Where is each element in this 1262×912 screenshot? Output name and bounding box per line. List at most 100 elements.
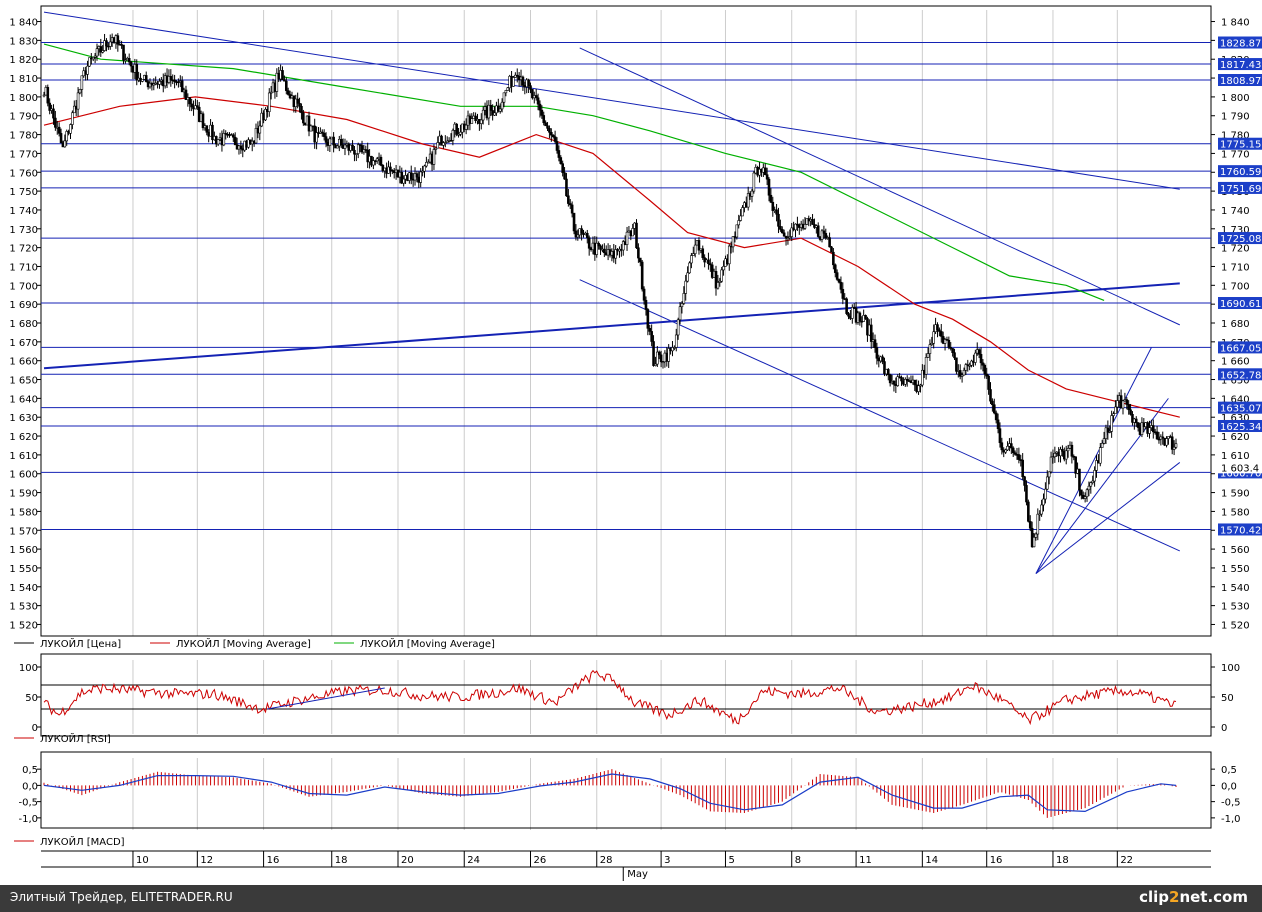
y-tick-label-right: 1 530 (1221, 602, 1250, 613)
y-tick-label-right: 1 560 (1221, 545, 1250, 556)
candle-body (621, 241, 625, 251)
candle-body (1027, 501, 1030, 522)
candle-body (1011, 447, 1015, 454)
y-tick-label-left: 1 770 (9, 149, 38, 160)
candle-body (99, 46, 103, 53)
candle-body (985, 373, 989, 377)
candle-body (896, 376, 900, 386)
candle-body (531, 89, 534, 99)
candle-body (1021, 459, 1024, 477)
candle-body (158, 81, 161, 85)
candle-body (671, 347, 674, 352)
candle-body (928, 344, 932, 354)
level-label: 1828.87 (1220, 39, 1261, 50)
candle-body (682, 293, 686, 304)
candle-body (635, 222, 638, 249)
candle-body (741, 207, 744, 217)
candle-body (1053, 453, 1057, 458)
candle-body (1104, 427, 1108, 439)
x-tick-label: 16 (990, 855, 1003, 866)
candle-body (296, 98, 299, 104)
level-label: 1817.43 (1220, 60, 1261, 71)
y-tick-label-left: 1 570 (9, 526, 38, 537)
candle-body (372, 160, 375, 166)
x-tick-label: 5 (728, 855, 734, 866)
trendline (43, 11, 1180, 190)
y-tick-label-left: 1 550 (9, 564, 38, 575)
candle-body (1131, 414, 1134, 423)
candle-body (1044, 488, 1047, 500)
candle-body (936, 324, 939, 331)
candle-body (718, 280, 722, 283)
candle-body (536, 97, 540, 105)
level-label-box (1218, 36, 1262, 49)
candle-body (680, 303, 684, 308)
y-tick-label-left: 1 620 (9, 432, 38, 443)
candle-body (968, 364, 971, 367)
x-tick-label: 8 (795, 855, 801, 866)
candle-body (737, 220, 741, 226)
candle-body (873, 339, 877, 348)
y-tick-label-right: 1 710 (1221, 262, 1250, 273)
candle-body (847, 313, 850, 317)
candle-body (1038, 513, 1042, 516)
candle-body (353, 149, 356, 155)
candle-body (828, 237, 831, 248)
candle-body (731, 236, 735, 248)
y-tick-label-left: 1 540 (9, 583, 38, 594)
y-tick-label-left: 1 720 (9, 244, 38, 255)
candle-body (343, 144, 347, 149)
y-tick-label-right: 1 780 (1221, 131, 1250, 142)
candle-body (1110, 415, 1113, 432)
candle-body (307, 115, 311, 132)
candle-body (1032, 537, 1036, 548)
candle-body (631, 228, 635, 237)
level-label-box (1218, 74, 1262, 87)
candle-body (283, 79, 286, 82)
candle-body (355, 153, 358, 155)
candle-body (1045, 476, 1049, 490)
candle-body (765, 174, 769, 180)
y-tick-label-left: 1 580 (9, 507, 38, 518)
candle-body (474, 115, 477, 121)
candle-body (833, 264, 837, 273)
candle-body (1049, 456, 1053, 473)
candle-body (360, 145, 364, 153)
candle-body (540, 109, 544, 116)
y-tick-label-right: 1 700 (1221, 281, 1250, 292)
candle-body (788, 236, 792, 239)
level-label: 1600.70 (1220, 468, 1261, 479)
candle-body (188, 97, 192, 105)
trendline (43, 282, 1180, 370)
candle-body (720, 269, 723, 282)
y-tick-label-left: 1 780 (9, 131, 38, 142)
clip2net-logo[interactable]: clip2net.com (1139, 888, 1248, 906)
candle-body (512, 77, 515, 87)
candle-body (78, 89, 82, 94)
y-tick-label-left: 1 710 (9, 262, 38, 273)
candle-body (667, 348, 670, 362)
candle-body (506, 87, 510, 91)
candle-body (769, 194, 773, 203)
candle-body (52, 108, 55, 119)
y-tick-label-left: 1 730 (9, 225, 38, 236)
candle-body (644, 299, 648, 310)
candle-body (837, 279, 841, 283)
candle-body (888, 374, 892, 384)
candle-body (816, 225, 820, 237)
macd-tick-label-right: 0,0 (1221, 781, 1237, 792)
candle-body (444, 142, 447, 144)
candle-body (254, 127, 258, 144)
x-tick-label: 11 (859, 855, 872, 866)
candle-body (1095, 460, 1098, 471)
candle-body (994, 412, 998, 421)
candle-body (782, 232, 786, 237)
trendline (1035, 462, 1181, 574)
candle-body (423, 165, 426, 172)
candle-body (881, 356, 884, 362)
candle-body (309, 125, 313, 132)
candle-body (1116, 400, 1119, 408)
candle-body (300, 105, 303, 114)
level-label: 1667.05 (1220, 343, 1261, 354)
candle-body (716, 282, 720, 289)
